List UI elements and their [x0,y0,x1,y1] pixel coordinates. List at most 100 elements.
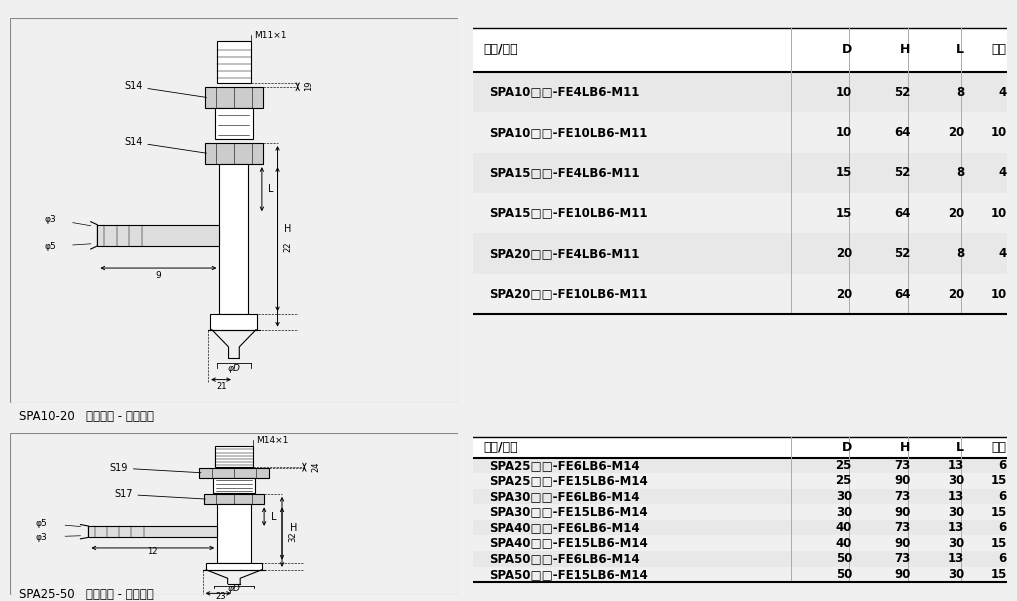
Text: L: L [272,511,277,522]
Text: 20: 20 [836,247,852,260]
Bar [215,446,253,467]
Text: H: H [900,43,911,56]
Text: SPA15□□-FE4LB6-M11: SPA15□□-FE4LB6-M11 [489,166,640,179]
Text: SPA10□□-FE10LB6-M11: SPA10□□-FE10LB6-M11 [489,126,647,139]
Text: SPA25□□-FE6LB6-M14: SPA25□□-FE6LB6-M14 [489,459,640,472]
Text: 64: 64 [894,207,911,220]
Text: φD: φD [228,584,240,593]
Text: SPA10□□-FE4LB6-M11: SPA10□□-FE4LB6-M11 [489,85,640,99]
Text: SPA30□□-FE6LB6-M14: SPA30□□-FE6LB6-M14 [489,490,640,503]
Bar [473,72,1007,112]
Bar [473,28,1007,72]
Text: 73: 73 [895,459,911,472]
Bar [473,489,1007,504]
Text: 4: 4 [999,85,1007,99]
Text: 15: 15 [836,166,852,179]
Text: L: L [956,441,964,454]
Bar [205,563,262,570]
Text: M14×1: M14×1 [256,436,289,445]
Text: 6: 6 [999,490,1007,503]
Text: 22: 22 [284,242,292,252]
Text: 10: 10 [836,85,852,99]
Text: 90: 90 [894,568,911,581]
Text: 4: 4 [999,247,1007,260]
Text: 24: 24 [311,462,320,472]
Text: 8: 8 [956,247,964,260]
Bar [220,164,248,314]
Text: 64: 64 [894,126,911,139]
Text: 30: 30 [948,568,964,581]
Text: 90: 90 [894,537,911,550]
Text: SPA50□□-FE15LB6-M14: SPA50□□-FE15LB6-M14 [489,568,648,581]
Text: 73: 73 [895,521,911,534]
Text: 30: 30 [948,537,964,550]
Bar [98,225,220,246]
Text: φ3: φ3 [45,216,56,224]
Text: SPA30□□-FE15LB6-M14: SPA30□□-FE15LB6-M14 [489,505,648,519]
Text: SPA20□□-FE10LB6-M11: SPA20□□-FE10LB6-M11 [489,287,647,300]
Bar [204,87,263,108]
Text: S17: S17 [114,489,205,499]
Text: L: L [268,184,274,194]
Text: S19: S19 [110,463,201,473]
Text: SPA15□□-FE10LB6-M11: SPA15□□-FE10LB6-M11 [489,207,648,220]
Text: D: D [842,441,852,454]
Text: H: H [900,441,911,454]
Text: 型号/尺寸: 型号/尺寸 [484,441,519,454]
Text: 30: 30 [836,505,852,519]
Text: 9: 9 [156,271,162,280]
Bar [88,526,218,537]
Text: SPA50□□-FE6LB6-M14: SPA50□□-FE6LB6-M14 [489,552,640,566]
Text: 10: 10 [991,287,1007,300]
Text: SPA10-20   水平方向 - 宝塔接头: SPA10-20 水平方向 - 宝塔接头 [19,410,154,423]
Bar [213,478,255,493]
Text: 30: 30 [948,474,964,487]
Text: 30: 30 [948,505,964,519]
Text: H: H [290,523,297,533]
Text: 15: 15 [836,207,852,220]
Text: D: D [842,43,852,56]
Text: L: L [956,43,964,56]
Text: φ3: φ3 [36,533,48,542]
Text: 20: 20 [948,287,964,300]
Text: 13: 13 [948,552,964,566]
Text: 10: 10 [991,126,1007,139]
Text: 15: 15 [991,537,1007,550]
Text: 12: 12 [147,547,158,556]
Text: 10: 10 [836,126,852,139]
Bar [218,41,250,84]
Text: 40: 40 [836,537,852,550]
Bar [199,468,268,478]
Text: 73: 73 [895,490,911,503]
Text: 32: 32 [289,532,298,543]
Bar [215,108,253,139]
Text: 19: 19 [304,80,313,91]
Text: 13: 13 [948,521,964,534]
Text: S14: S14 [124,137,206,153]
Text: 15: 15 [991,568,1007,581]
Text: 90: 90 [894,505,911,519]
Text: 6: 6 [999,459,1007,472]
Text: 23: 23 [216,592,226,601]
Text: 50: 50 [836,568,852,581]
Text: 25: 25 [836,474,852,487]
Text: M11×1: M11×1 [254,31,287,40]
Text: 40: 40 [836,521,852,534]
Text: 13: 13 [948,459,964,472]
Text: 25: 25 [836,459,852,472]
Bar [203,494,264,504]
Text: 行程: 行程 [992,441,1007,454]
Bar [473,551,1007,567]
Text: φD: φD [228,364,240,373]
Text: 10: 10 [991,207,1007,220]
Bar [473,457,1007,473]
Text: 6: 6 [999,552,1007,566]
Bar [211,314,257,329]
Text: 52: 52 [894,247,911,260]
Text: 型号/尺寸: 型号/尺寸 [484,43,519,56]
Text: 20: 20 [836,287,852,300]
Text: 13: 13 [948,490,964,503]
Text: 20: 20 [948,207,964,220]
Text: 30: 30 [836,490,852,503]
Text: SPA40□□-FE15LB6-M14: SPA40□□-FE15LB6-M14 [489,537,648,550]
